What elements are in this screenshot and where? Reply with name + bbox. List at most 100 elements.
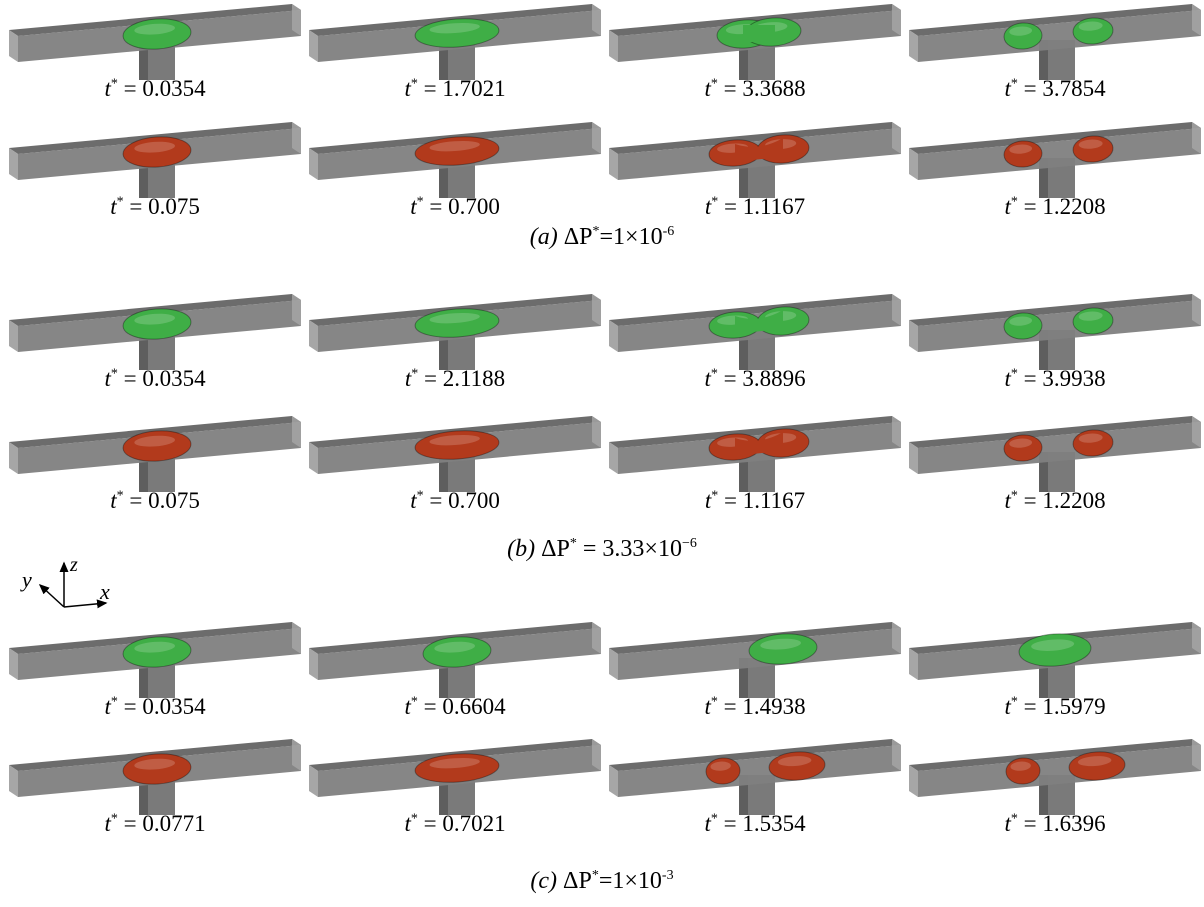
droplet: [705, 757, 741, 785]
channel-end: [9, 30, 18, 62]
droplet: [414, 308, 500, 338]
t-junction-channel: [909, 122, 1201, 198]
droplet: [768, 751, 826, 781]
t-junction-channel: [309, 739, 601, 815]
channel-end: [309, 30, 318, 62]
time-label: t* = 3.3688: [704, 76, 806, 101]
droplet: [414, 136, 500, 166]
panel-c-red-4: t* = 1.6396: [905, 735, 1204, 850]
t-junction-channel: [609, 622, 901, 698]
droplet: [1072, 135, 1114, 163]
channel-top: [609, 122, 901, 154]
droplet: [414, 430, 500, 460]
group-caption: (c) ΔP*=1×10-3: [530, 868, 674, 894]
droplet: [1068, 751, 1126, 781]
t-junction-channel: [309, 622, 601, 698]
time-label: t* = 3.8896: [704, 366, 806, 391]
t-junction-channel: [909, 622, 1201, 698]
channel-end: [609, 648, 618, 680]
channel-front: [918, 300, 1201, 352]
droplet: [1072, 17, 1114, 45]
panel-a-red-2: t* = 0.700: [305, 118, 605, 233]
channel-end: [309, 320, 318, 352]
channel-top: [909, 122, 1201, 154]
panel-a-green-1: t* = 0.0354: [5, 0, 305, 115]
t-junction-channel: [909, 416, 1201, 492]
t-junction-channel: [9, 622, 301, 698]
panel-b-red-1: t* = 0.075: [5, 412, 305, 527]
time-label: t* = 1.4938: [704, 694, 806, 719]
time-label: t* = 1.7021: [404, 76, 506, 101]
channel-end: [609, 442, 618, 474]
channel-top: [909, 416, 1201, 448]
channel-top: [609, 739, 901, 771]
channel-end: [909, 30, 918, 62]
z-axis-label: z: [69, 555, 78, 576]
channel-end: [609, 30, 618, 62]
droplet: [122, 636, 192, 668]
channel-front: [918, 745, 1201, 797]
time-label: t* = 1.1167: [704, 194, 806, 219]
channel-end: [309, 442, 318, 474]
channel-end: [909, 320, 918, 352]
channel-end: [9, 442, 18, 474]
time-label: t* = 0.0354: [104, 76, 206, 101]
time-label: t* = 0.0354: [104, 366, 206, 391]
t-junction-channel: [609, 739, 901, 815]
channel-top: [609, 622, 901, 654]
time-label: t* = 0.7021: [404, 811, 506, 836]
panel-b-red-2: t* = 0.700: [305, 412, 605, 527]
panel-c-green-2: t* = 0.6604: [305, 618, 605, 733]
channel-end: [9, 320, 18, 352]
panel-c-red-3: t* = 1.5354: [605, 735, 905, 850]
t-junction-channel: [609, 416, 901, 492]
time-label: t* = 1.2208: [1004, 488, 1106, 513]
t-junction-channel: [9, 4, 301, 80]
channel-top: [909, 4, 1201, 36]
time-label: t* = 2.1188: [404, 366, 506, 391]
droplet: [422, 636, 492, 668]
time-label: t* = 0.075: [110, 194, 200, 219]
channel-top: [609, 294, 901, 326]
panel-a-green-4: t* = 3.7854: [905, 0, 1204, 115]
channel-front: [918, 10, 1201, 62]
panel-c-red-2: t* = 0.7021: [305, 735, 605, 850]
time-label: t* = 3.9938: [1004, 366, 1106, 391]
droplet: [122, 430, 192, 462]
t-junction-channel: [909, 294, 1201, 370]
panel-a-red-3: t* = 1.1167: [605, 118, 905, 233]
droplet: [1005, 757, 1041, 785]
channel-end: [9, 765, 18, 797]
t-junction-channel: [9, 739, 301, 815]
time-label: t* = 0.0354: [104, 694, 206, 719]
t-junction-channel: [609, 294, 901, 370]
channel-end: [309, 148, 318, 180]
time-label: t* = 1.5979: [1004, 694, 1106, 719]
channel-end: [909, 648, 918, 680]
droplet: [122, 753, 192, 785]
panel-b-green-1: t* = 0.0354: [5, 290, 305, 405]
time-label: t* = 3.7854: [1004, 76, 1106, 101]
t-junction-channel: [309, 416, 601, 492]
panel-a-green-3: t* = 3.3688: [605, 0, 905, 115]
droplet: [414, 18, 500, 48]
channel-end: [309, 765, 318, 797]
panel-b-green-3: t* = 3.8896: [605, 290, 905, 405]
time-label: t* = 1.1167: [704, 488, 806, 513]
time-label: t* = 0.700: [410, 194, 500, 219]
time-label: t* = 0.700: [410, 488, 500, 513]
channel-front: [618, 745, 901, 797]
t-junction-channel: [609, 122, 901, 198]
time-label: t* = 1.6396: [1004, 811, 1106, 836]
panel-b-green-2: t* = 2.1188: [305, 290, 605, 405]
panel-b-green-4: t* = 3.9938: [905, 290, 1204, 405]
channel-end: [609, 148, 618, 180]
t-junction-channel: [909, 739, 1201, 815]
channel-end: [9, 148, 18, 180]
droplet: [414, 753, 500, 783]
channel-end: [909, 765, 918, 797]
channel-front: [918, 422, 1201, 474]
droplet: [748, 633, 818, 665]
y-axis-label: y: [20, 567, 32, 592]
